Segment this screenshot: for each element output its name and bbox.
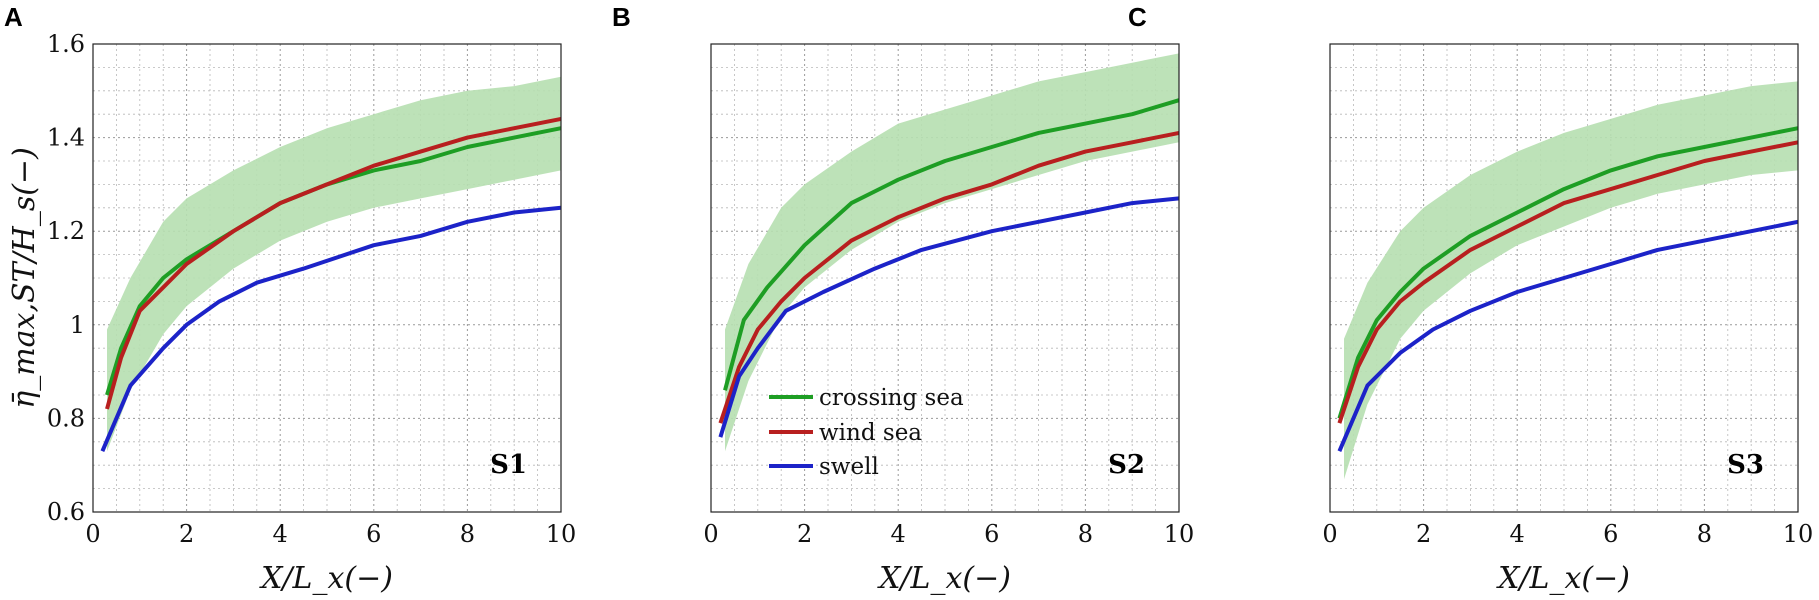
- y-tick-label: 1: [70, 311, 85, 339]
- x-tick-label: 4: [891, 520, 906, 548]
- x-tick-label: 8: [1697, 520, 1712, 548]
- x-tick-label: 6: [1603, 520, 1618, 548]
- plot-frame: [710, 43, 1180, 513]
- panel-letter: B: [612, 2, 631, 32]
- x-tick-label: 10: [1164, 520, 1195, 548]
- plot-frame: [1329, 43, 1799, 513]
- x-axis-label: X/L_x(−): [259, 561, 393, 596]
- series-line-wind-sea: [1337, 140, 1799, 424]
- x-tick-label: 4: [1510, 520, 1525, 548]
- legend-label-swell: swell: [819, 454, 879, 480]
- series-line-crossing-sea: [723, 98, 1180, 391]
- series-line-wind-sea: [105, 116, 562, 410]
- x-tick-label: 0: [703, 520, 718, 548]
- x-tick-label: 2: [179, 520, 194, 548]
- legend-label-crossing-sea: crossing sea: [819, 385, 964, 411]
- x-axis-label: X/L_x(−): [1496, 561, 1630, 596]
- crossing-sea-band: [725, 53, 1179, 452]
- series-line-swell: [100, 205, 562, 452]
- series-line-swell: [1337, 219, 1799, 452]
- x-ticks: 0 2 4 6 8 10: [1322, 520, 1813, 548]
- x-tick-label: 10: [1783, 520, 1814, 548]
- x-tick-label: 4: [273, 520, 288, 548]
- legend: crossing sea wind sea swell: [769, 385, 964, 480]
- panel-c: C 0 2 4 6 8 10 S3 X/L_x(−): [1128, 2, 1813, 596]
- panel-letter: C: [1128, 2, 1147, 32]
- y-tick-label: 0.8: [47, 404, 85, 432]
- plot-frame: [92, 43, 562, 513]
- legend-label-wind-sea: wind sea: [819, 420, 922, 446]
- x-tick-label: 0: [1322, 520, 1337, 548]
- x-tick-label: 8: [1078, 520, 1093, 548]
- panel-tag: S2: [1108, 450, 1145, 480]
- x-tick-label: 6: [366, 520, 381, 548]
- panel-tag: S1: [490, 450, 527, 480]
- x-ticks: 0 2 4 6 8 10: [85, 520, 576, 548]
- x-tick-label: 8: [460, 520, 475, 548]
- x-tick-label: 6: [984, 520, 999, 548]
- x-ticks: 0 2 4 6 8 10: [703, 520, 1194, 548]
- y-tick-label: 1.4: [47, 124, 85, 152]
- panel-b: B 0 2 4 6 8 10 crossing sea wind sea swe…: [612, 2, 1194, 596]
- y-tick-label: 1.2: [47, 217, 85, 245]
- panel-letter: A: [4, 2, 23, 32]
- series-line-crossing-sea: [1337, 126, 1799, 419]
- crossing-sea-band: [1344, 81, 1798, 480]
- x-tick-label: 2: [1416, 520, 1431, 548]
- y-axis-label: η̄_max,ST/H_s(−): [7, 147, 42, 409]
- x-tick-label: 2: [797, 520, 812, 548]
- x-axis-label: X/L_x(−): [877, 561, 1011, 596]
- series-line-swell: [718, 196, 1180, 438]
- crossing-sea-band: [107, 76, 561, 452]
- y-tick-label: 0.6: [47, 498, 85, 526]
- x-tick-label: 10: [546, 520, 577, 548]
- y-ticks: 0.6 0.8 1 1.2 1.4 1.6: [47, 30, 85, 526]
- series-line-wind-sea: [718, 130, 1180, 424]
- x-tick-label: 0: [85, 520, 100, 548]
- panel-tag: S3: [1727, 450, 1764, 480]
- panel-a: A 0.6 0.8 1 1.2 1.4 1.6 0 2 4 6 8 10 S1 …: [4, 2, 576, 596]
- y-tick-label: 1.6: [47, 30, 85, 58]
